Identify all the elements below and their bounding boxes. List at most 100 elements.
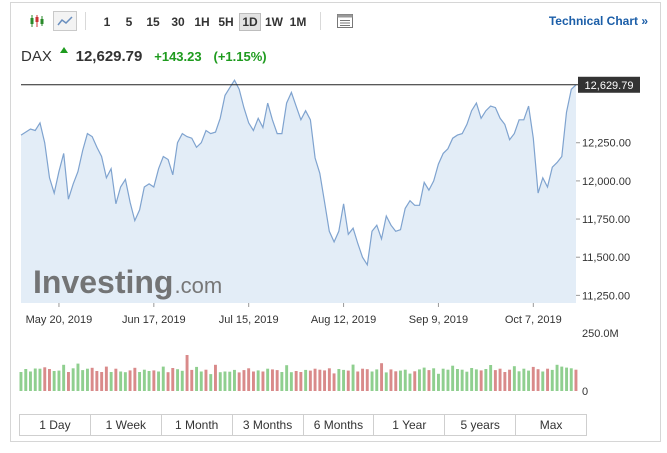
volume-bar <box>289 372 293 391</box>
volume-bar <box>522 368 526 391</box>
candlestick-chart-icon[interactable] <box>25 11 49 31</box>
volume-bar <box>399 370 402 391</box>
volume-bar <box>38 368 42 391</box>
volume-bar <box>346 370 350 391</box>
volume-bar <box>418 369 421 391</box>
volume-bar <box>508 369 512 391</box>
price-axis-label: 11,750.00 <box>582 214 630 226</box>
timeframe-1h[interactable]: 1H <box>194 15 210 29</box>
volume-bar <box>299 372 303 391</box>
volume-bar <box>318 369 322 391</box>
x-axis-label: Jun 17, 2019 <box>122 314 186 326</box>
price-line <box>20 78 577 267</box>
timeframe-1w[interactable]: 1W <box>265 15 283 29</box>
volume-bar <box>95 371 99 391</box>
volume-bar <box>161 366 165 391</box>
volume-bar <box>275 370 279 391</box>
price-chart[interactable]: Investing .com 12,250.00 12,000.00 11,750.00… <box>11 3 660 408</box>
volume-bar <box>493 370 497 391</box>
volume-bar <box>560 366 564 391</box>
volume-bar <box>308 370 312 391</box>
price-change: +143.23 <box>154 48 202 64</box>
volume-bar <box>389 369 393 391</box>
instrument-symbol: DAX <box>21 47 52 65</box>
area-chart-icon[interactable] <box>53 11 77 31</box>
timeframe-1m[interactable]: 1M <box>289 15 307 29</box>
volume-bar <box>541 371 545 391</box>
volume-bar <box>550 369 554 391</box>
volume-bar <box>285 365 289 391</box>
volume-bar <box>441 368 445 391</box>
volume-bar <box>100 372 104 391</box>
volume-bar <box>460 369 464 391</box>
volume-bar <box>327 368 331 391</box>
volume-bar <box>517 371 521 391</box>
volume-bar <box>503 372 507 391</box>
volume-bar <box>323 370 327 391</box>
volume-bar <box>176 369 180 391</box>
volume-bar <box>361 368 365 391</box>
timeframe-5[interactable]: 5 <box>125 15 133 29</box>
volume-bar <box>498 368 502 391</box>
volume-bar <box>337 369 341 391</box>
range-1-month[interactable]: 1 Month <box>162 415 233 435</box>
volume-bar <box>190 369 194 391</box>
volume-bar <box>569 368 573 391</box>
price-axis-label: 11,500.00 <box>582 252 630 264</box>
timeframe-1d[interactable]: 1D <box>239 13 261 31</box>
price-area-fill <box>21 80 576 303</box>
up-arrow-icon <box>59 47 68 54</box>
range-1-day[interactable]: 1 Day <box>20 415 91 435</box>
volume-bar <box>214 364 217 391</box>
volume-bar <box>256 370 260 391</box>
price-axis-label: 11,250.00 <box>582 290 630 302</box>
volume-bar <box>313 368 317 391</box>
volume-bar <box>247 368 251 391</box>
x-axis-label: Aug 12, 2019 <box>311 314 376 326</box>
range-5-years[interactable]: 5 years <box>445 415 517 435</box>
range-6-months[interactable]: 6 Months <box>304 415 375 435</box>
volume-bar <box>365 369 369 391</box>
technical-chart-link[interactable]: Technical Chart » <box>548 14 648 28</box>
volume-bar <box>413 371 417 391</box>
volume-bar <box>138 372 142 391</box>
chart-widget: 1 5 15 30 1H 5H 1D 1W 1M Technical Chart… <box>10 2 661 442</box>
volume-bar <box>531 366 535 391</box>
toolbar-divider <box>85 12 86 30</box>
last-price-label-bg <box>578 76 640 93</box>
volume-bar <box>456 369 459 391</box>
range-max[interactable]: Max <box>539 418 563 432</box>
volume-bar <box>470 368 474 391</box>
volume-bar <box>356 371 360 391</box>
volume-bar <box>171 368 175 391</box>
timeframe-1[interactable]: 1 <box>103 15 111 29</box>
volume-bar <box>142 369 146 391</box>
volume-bar <box>351 364 355 391</box>
volume-bar <box>408 373 412 391</box>
volume-bar <box>57 370 61 391</box>
volume-axis-label: 250.0M <box>582 328 619 340</box>
volume-bar <box>394 371 398 391</box>
volume-bar <box>166 372 170 391</box>
range-1-year[interactable]: 1 Year <box>374 415 446 435</box>
volume-bar <box>90 367 94 391</box>
volume-bar <box>384 372 388 391</box>
volume-bar <box>294 371 298 391</box>
price-axis-label: 12,250.00 <box>582 138 631 150</box>
table-view-icon[interactable] <box>333 11 357 31</box>
range-3-months[interactable]: 3 Months <box>233 415 304 435</box>
range-1-week[interactable]: 1 Week <box>91 415 162 435</box>
volume-bar <box>375 369 379 391</box>
volume-bar <box>546 368 550 391</box>
timeframe-15[interactable]: 15 <box>146 15 160 29</box>
timeframe-5h[interactable]: 5H <box>218 15 234 29</box>
volume-bar <box>451 365 455 391</box>
volume-bar <box>233 369 236 391</box>
volume-bar <box>48 369 51 391</box>
volume-bar <box>33 368 37 391</box>
timeframe-30[interactable]: 30 <box>171 15 185 29</box>
volume-bar <box>342 369 346 391</box>
volume-bar <box>565 367 569 391</box>
volume-bar <box>223 371 227 391</box>
chart-toolbar: 1 5 15 30 1H 5H 1D 1W 1M Technical Chart… <box>11 3 660 37</box>
